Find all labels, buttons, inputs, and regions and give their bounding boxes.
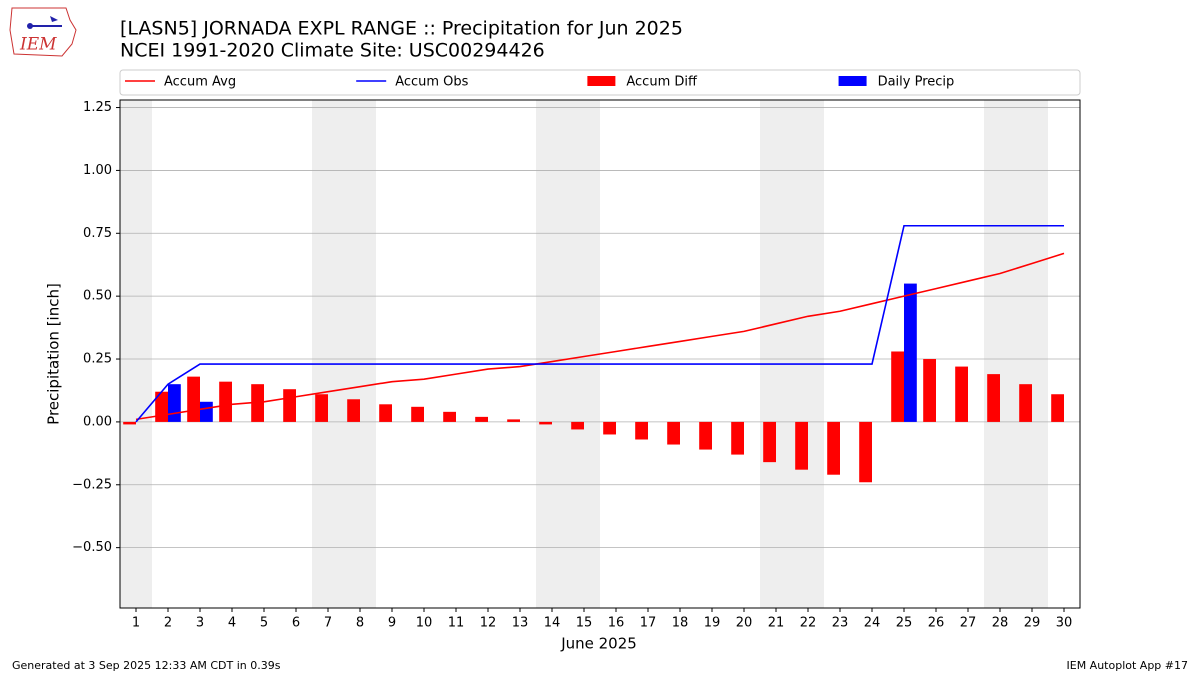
chart-title: [LASN5] JORNADA EXPL RANGE :: Precipitat… xyxy=(120,18,683,40)
x-tick-label: 15 xyxy=(576,616,593,631)
bar xyxy=(955,366,968,422)
weekend-shade xyxy=(536,100,600,608)
bar xyxy=(699,421,712,450)
chart-subtitle: NCEI 1991-2020 Climate Site: USC00294426 xyxy=(120,40,545,62)
bar xyxy=(827,421,840,475)
bar xyxy=(891,351,904,422)
bar xyxy=(200,401,213,422)
weekend-shade xyxy=(984,100,1048,608)
bar xyxy=(379,404,392,422)
x-tick-label: 2 xyxy=(164,616,172,631)
bar xyxy=(219,381,232,422)
bar xyxy=(904,283,917,422)
footer-left: Generated at 3 Sep 2025 12:33 AM CDT in … xyxy=(12,659,281,672)
x-tick-label: 7 xyxy=(324,616,332,631)
x-tick-label: 10 xyxy=(416,616,433,631)
logo: IEM xyxy=(9,7,77,57)
x-tick-label: 21 xyxy=(768,616,785,631)
line xyxy=(135,252,1065,421)
bar xyxy=(507,419,520,422)
logo-text: IEM xyxy=(19,35,57,55)
legend-label: Accum Obs xyxy=(395,75,468,90)
x-tick-label: 4 xyxy=(228,616,236,631)
line xyxy=(135,224,1064,423)
bar xyxy=(283,389,296,422)
bar xyxy=(763,421,776,463)
bar xyxy=(168,384,181,422)
x-tick-label: 3 xyxy=(196,616,204,631)
bar xyxy=(1051,394,1064,422)
footer-right: IEM Autoplot App #17 xyxy=(1067,659,1189,672)
bar xyxy=(667,421,680,445)
bar xyxy=(347,399,360,422)
bar xyxy=(795,421,808,470)
x-tick-label: 17 xyxy=(640,616,657,631)
bar xyxy=(315,394,328,422)
x-tick-label: 6 xyxy=(292,616,300,631)
x-tick-label: 5 xyxy=(260,616,268,631)
legend-patch xyxy=(838,76,867,86)
x-tick-label: 30 xyxy=(1056,616,1073,631)
legend-patch xyxy=(587,76,616,86)
plot-frame xyxy=(119,99,1081,609)
x-tick-label: 9 xyxy=(388,616,396,631)
weekend-shade xyxy=(760,100,824,608)
y-tick-label: 0.50 xyxy=(83,289,112,304)
bar xyxy=(603,421,616,435)
bar xyxy=(731,421,744,455)
bar xyxy=(635,421,648,440)
legend-label: Accum Diff xyxy=(626,75,698,90)
bar xyxy=(539,421,552,425)
x-tick-label: 22 xyxy=(800,616,817,631)
legend-label: Daily Precip xyxy=(878,75,955,90)
x-tick-label: 16 xyxy=(608,616,625,631)
x-tick-label: 29 xyxy=(1024,616,1041,631)
x-tick-label: 23 xyxy=(832,616,849,631)
x-tick-label: 27 xyxy=(960,616,977,631)
x-tick-label: 25 xyxy=(896,616,913,631)
bar xyxy=(571,421,584,430)
x-tick-label: 20 xyxy=(736,616,753,631)
y-tick-label: 0.00 xyxy=(83,414,112,429)
legend-label: Accum Avg xyxy=(164,75,236,90)
x-tick-label: 1 xyxy=(132,616,140,631)
y-tick-label: 1.00 xyxy=(83,163,112,178)
x-tick-label: 28 xyxy=(992,616,1009,631)
weekend-shade xyxy=(120,100,152,608)
x-tick-label: 14 xyxy=(544,616,561,631)
y-tick-label: 0.25 xyxy=(83,352,112,367)
bar xyxy=(859,421,872,483)
y-tick-label: −0.50 xyxy=(72,540,112,555)
x-tick-label: 26 xyxy=(928,616,945,631)
bar xyxy=(123,421,136,425)
x-tick-label: 24 xyxy=(864,616,881,631)
bar xyxy=(923,359,936,422)
weekend-shade xyxy=(312,100,376,608)
y-tick-label: 0.75 xyxy=(83,226,112,241)
x-tick-label: 12 xyxy=(480,616,497,631)
bar xyxy=(1019,384,1032,422)
x-tick-label: 13 xyxy=(512,616,529,631)
bar xyxy=(443,411,456,422)
y-tick-label: −0.25 xyxy=(72,477,112,492)
bar xyxy=(475,416,488,422)
x-tick-label: 19 xyxy=(704,616,721,631)
x-tick-label: 8 xyxy=(356,616,364,631)
x-tick-label: 18 xyxy=(672,616,689,631)
bar xyxy=(987,374,1000,422)
x-tick-label: 11 xyxy=(448,616,465,631)
x-axis-label: June 2025 xyxy=(560,635,637,653)
y-axis-label: Precipitation [inch] xyxy=(45,283,63,425)
plot-area: −0.50−0.250.000.250.500.751.001.251 2 3 4 5 6… xyxy=(72,75,1081,631)
bar xyxy=(411,406,424,422)
y-tick-label: 1.25 xyxy=(83,100,112,115)
bar xyxy=(187,376,200,422)
